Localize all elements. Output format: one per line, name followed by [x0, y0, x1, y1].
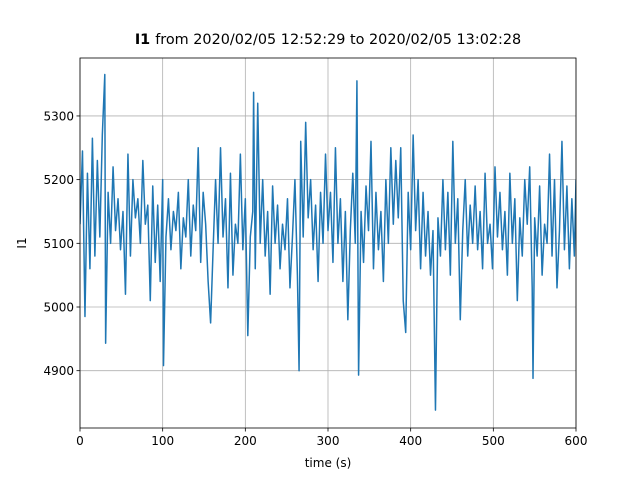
data-line — [80, 73, 576, 411]
plot-area — [80, 73, 576, 411]
y-tick-label: 5000 — [43, 301, 74, 315]
y-tick-label: 5100 — [43, 237, 74, 251]
x-axis-label: time (s) — [305, 456, 352, 470]
x-tick-label: 500 — [482, 434, 505, 448]
x-tick-label: 100 — [151, 434, 174, 448]
chart-title: I1 from 2020/02/05 12:52:29 to 2020/02/05… — [135, 32, 521, 48]
x-tick-label: 0 — [76, 434, 84, 448]
x-tick-label: 600 — [565, 434, 588, 448]
title-variable: I1 — [135, 32, 150, 48]
x-tick-label: 400 — [399, 434, 422, 448]
y-tick-label: 5200 — [43, 173, 74, 187]
x-tick-label: 300 — [317, 434, 340, 448]
y-tick-label: 4900 — [43, 364, 74, 378]
x-tick-label: 200 — [234, 434, 257, 448]
y-axis-label: I1 — [15, 237, 29, 248]
title-range: from 2020/02/05 12:52:29 to 2020/02/05 1… — [155, 32, 521, 48]
y-tick-label: 5300 — [43, 109, 74, 123]
